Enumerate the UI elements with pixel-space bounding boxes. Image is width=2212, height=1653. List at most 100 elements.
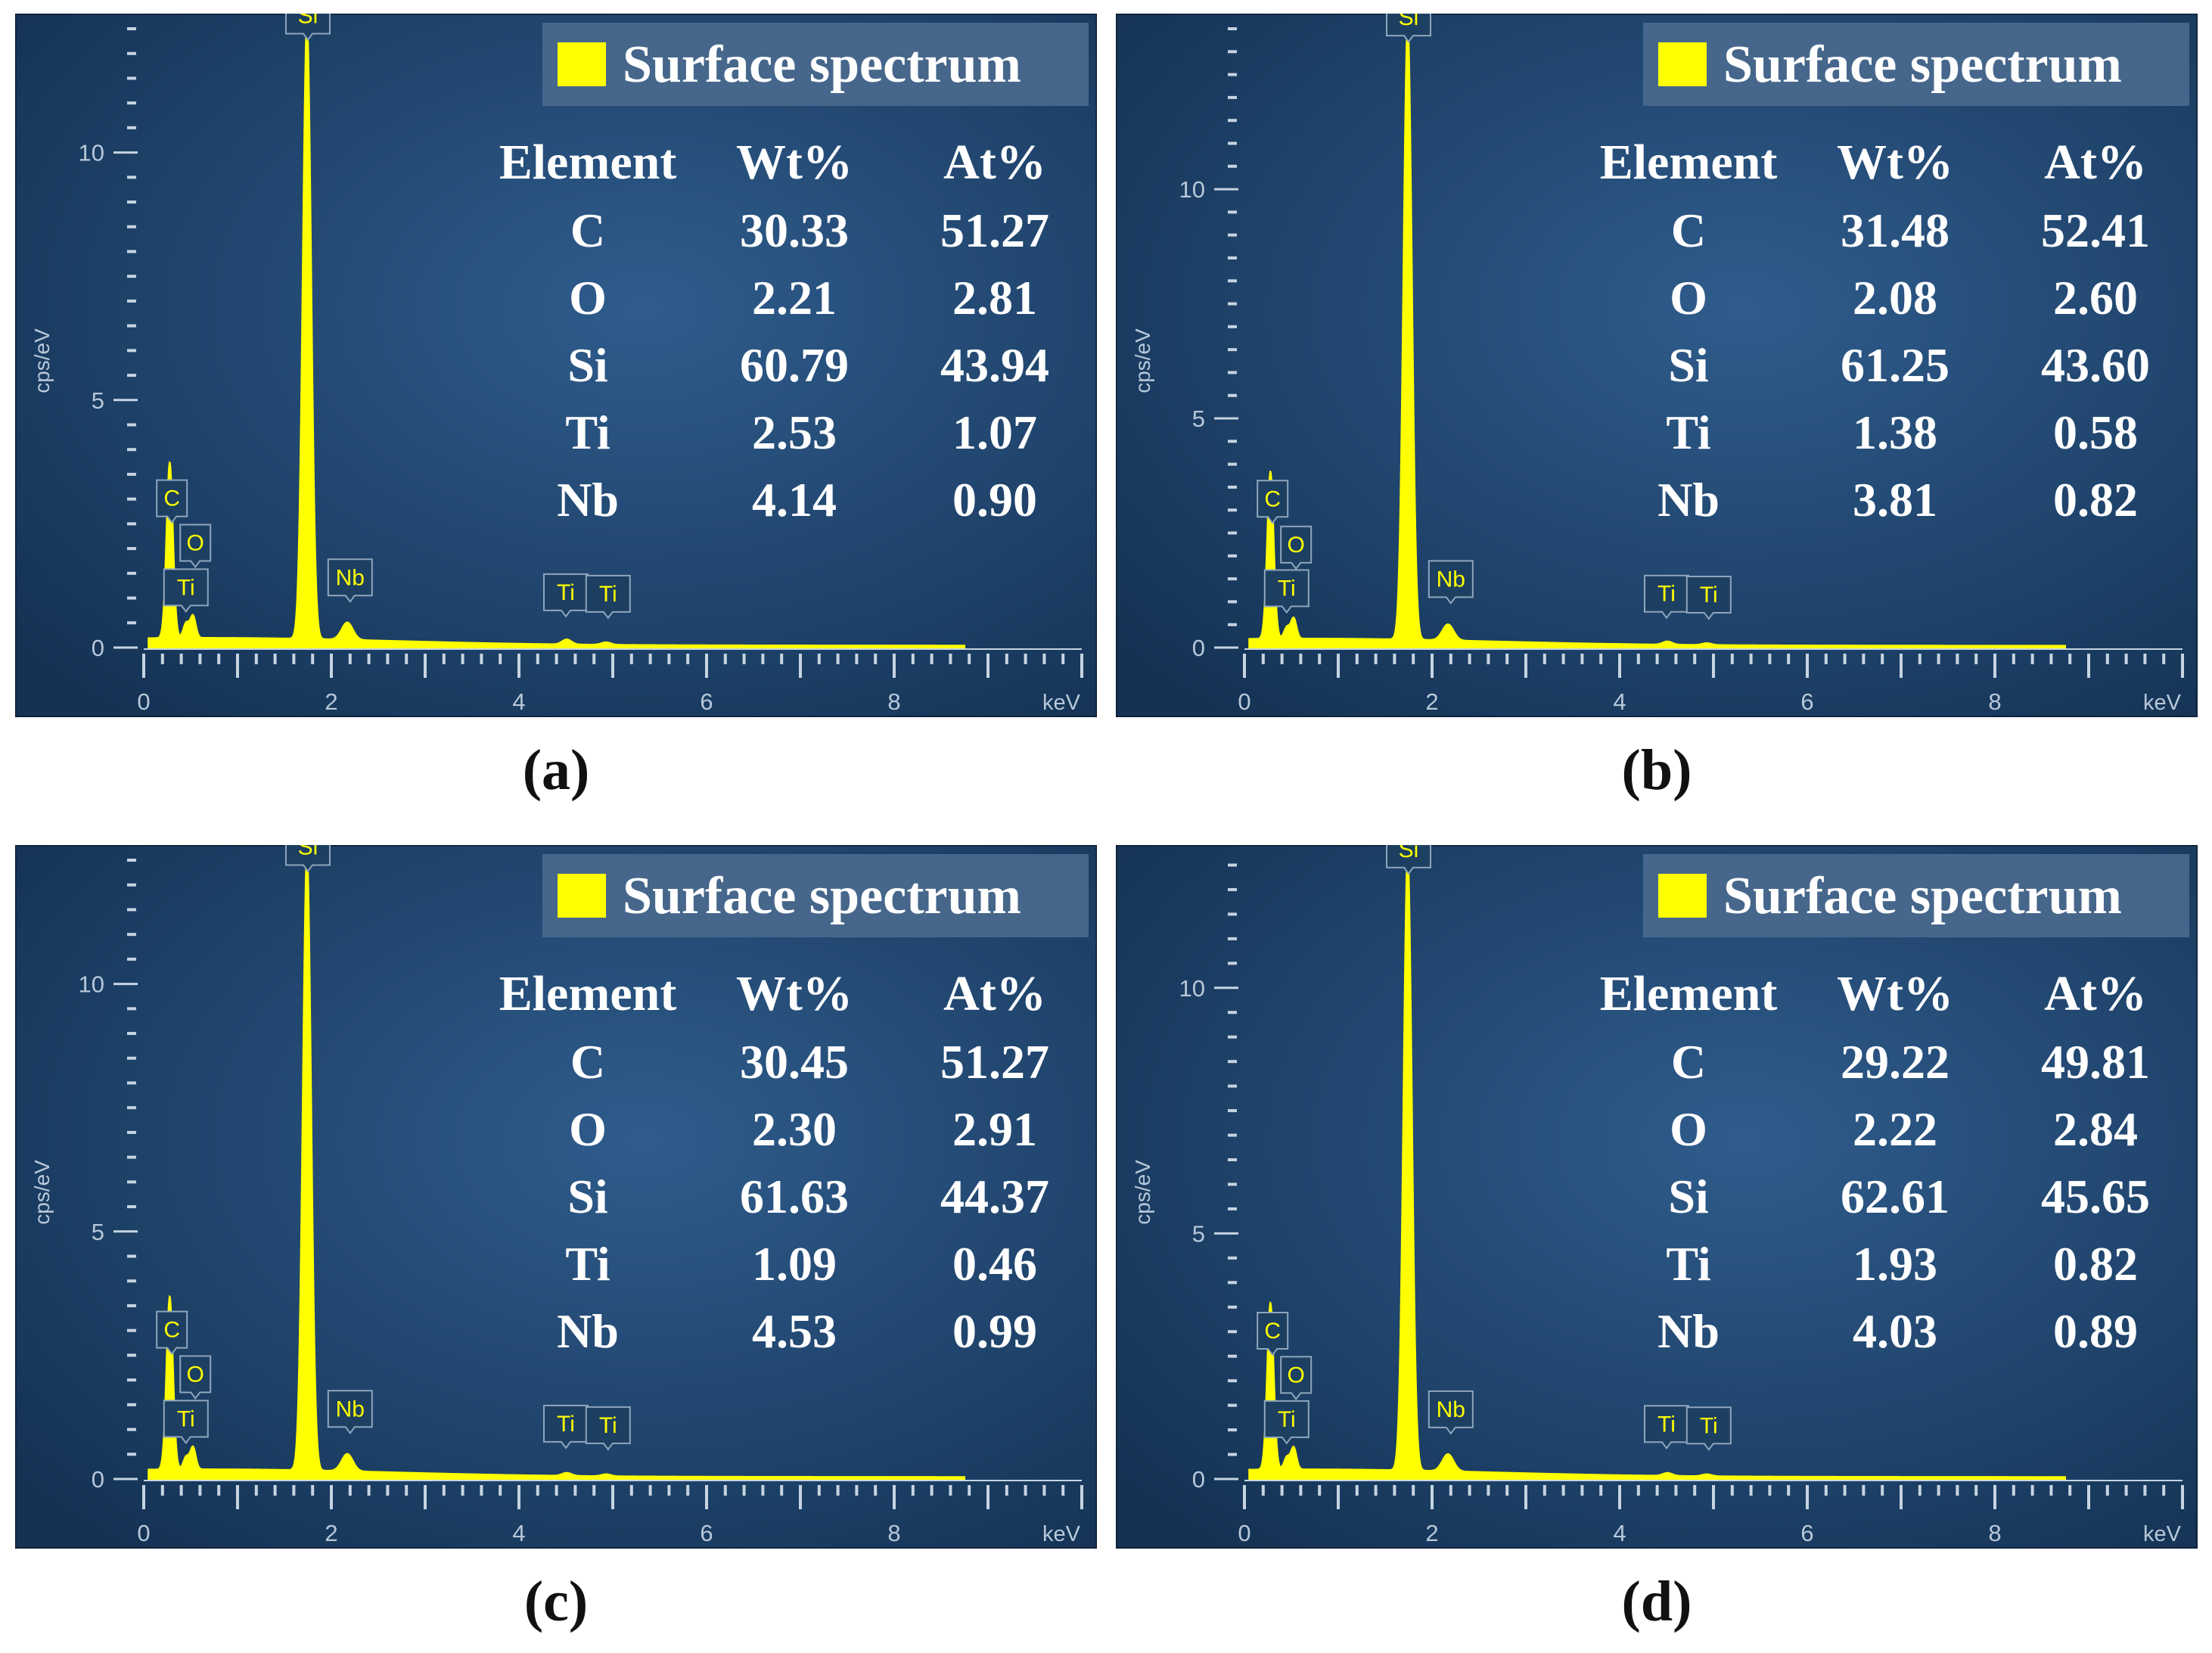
table-element-cell: Si	[567, 1170, 607, 1223]
table-value-cell: 0.90	[952, 473, 1037, 527]
table-value-cell: 60.79	[740, 338, 849, 392]
x-tick-label: 2	[1425, 1520, 1438, 1546]
peak-tag-label: Nb	[1437, 1397, 1465, 1422]
table-value-cell: 30.33	[740, 204, 849, 257]
peak-tag-box	[1257, 480, 1289, 524]
table-value-cell: 51.27	[940, 1035, 1049, 1089]
table-value-cell: 0.82	[2053, 1237, 2138, 1291]
y-axis-label: cps/eV	[30, 1160, 54, 1225]
peak-tag-label: Si	[298, 14, 318, 29]
x-tick-label: 0	[137, 1520, 150, 1546]
table-element-cell: C	[570, 204, 605, 257]
peak-tag-box	[163, 1400, 209, 1445]
peak-tag-label: Ti	[1278, 576, 1296, 601]
peak-tag-box	[327, 558, 373, 603]
table-header: Element	[1600, 135, 1778, 190]
peak-tag-box	[179, 524, 212, 569]
legend-box	[542, 23, 1089, 106]
table-value-cell: 44.37	[940, 1170, 1049, 1223]
table-value-cell: 43.94	[940, 338, 1049, 392]
y-tick-label: 5	[92, 1219, 104, 1245]
x-tick-label: 8	[1988, 1520, 2001, 1546]
spectrum-series	[148, 859, 965, 1480]
table-value-cell: 1.09	[752, 1237, 837, 1291]
peak-tag-label: C	[163, 1318, 180, 1343]
y-tick-label: 5	[1192, 1220, 1205, 1247]
x-tick-label: 0	[1238, 1520, 1250, 1546]
y-tick-label: 10	[1179, 975, 1205, 1002]
table-value-cell: 62.61	[1841, 1170, 1949, 1223]
x-tick-label: 2	[1425, 688, 1438, 715]
legend-box	[542, 854, 1089, 937]
peak-tag-box	[1685, 575, 1732, 620]
y-axis-label: cps/eV	[1131, 1160, 1154, 1225]
peak-tag-label: O	[187, 1362, 204, 1387]
table-header: Wt%	[736, 135, 853, 190]
peak-tag-label: Ti	[1700, 1413, 1718, 1438]
table-value-cell: 0.82	[2053, 473, 2138, 527]
peak-tag-label: Nb	[336, 565, 365, 590]
x-tick-label: 6	[700, 1520, 713, 1546]
table-value-cell: 45.65	[2041, 1170, 2150, 1223]
table-value-cell: 1.07	[952, 405, 1037, 459]
peak-tag-label: Nb	[1437, 567, 1465, 592]
peak-tag-label: O	[187, 530, 204, 555]
x-tick-label: 4	[1613, 688, 1626, 715]
spectrum-panel-a: 0 5 10 cps/eV 0 2 4 6 8 keV C O Ti Si Nb Ti Ti Surface sp…	[15, 14, 1097, 717]
x-axis-label: keV	[2143, 1522, 2182, 1546]
y-tick-label: 5	[92, 387, 104, 414]
peak-tag-label: O	[1288, 1362, 1305, 1387]
peak-tag-label: Ti	[1657, 582, 1676, 607]
table-element-cell: Si	[1668, 338, 1708, 392]
legend-label: Surface spectrum	[1723, 867, 2122, 925]
peak-tag-box	[156, 479, 188, 524]
peak-tag-label: C	[1264, 1319, 1281, 1344]
table-header: Element	[1600, 966, 1778, 1021]
y-tick-label: 0	[92, 1466, 104, 1493]
table-value-cell: 52.41	[2041, 204, 2150, 257]
table-header: At%	[2044, 135, 2147, 190]
x-tick-label: 4	[512, 688, 525, 715]
table-value-cell: 4.53	[752, 1304, 837, 1358]
table-element-cell: C	[1671, 1035, 1706, 1089]
peak-tag-box	[585, 574, 631, 620]
peak-tag-label: O	[1288, 533, 1305, 558]
table-value-cell: 31.48	[1841, 204, 1949, 257]
peak-tag-label: Ti	[557, 1412, 575, 1437]
table-value-cell: 61.25	[1841, 338, 1949, 392]
table-value-cell: 2.22	[1853, 1102, 1937, 1156]
table-element-cell: O	[1670, 1102, 1707, 1156]
peak-tag-label: Si	[298, 845, 318, 860]
table-value-cell: 43.60	[2041, 338, 2150, 392]
y-tick-label: 5	[1192, 405, 1205, 432]
x-axis-label: keV	[2143, 691, 2182, 715]
peak-tag-label: Ti	[177, 575, 195, 600]
table-element-cell: Nb	[1657, 473, 1720, 527]
peak-tag-box	[1263, 569, 1309, 614]
table-value-cell: 4.03	[1853, 1304, 1937, 1358]
x-axis-label: keV	[1042, 691, 1081, 715]
x-tick-label: 2	[325, 688, 337, 715]
table-value-cell: 30.45	[740, 1035, 849, 1089]
table-element-cell: O	[569, 1102, 607, 1156]
y-axis-label: cps/eV	[30, 328, 54, 393]
peak-tag-box	[327, 1390, 373, 1434]
peak-tag-box	[1280, 1356, 1313, 1401]
table-element-cell: O	[1670, 271, 1707, 325]
table-header: Wt%	[736, 966, 853, 1021]
x-tick-label: 2	[325, 1520, 337, 1546]
x-tick-label: 8	[887, 1520, 900, 1546]
table-value-cell: 2.08	[1853, 271, 1937, 325]
chart-background	[1116, 845, 2198, 1549]
legend-swatch	[558, 874, 606, 918]
table-element-cell: Nb	[557, 1304, 619, 1358]
x-tick-label: 8	[1988, 688, 2001, 715]
peak-tag-box	[1685, 1406, 1732, 1451]
peak-tag-box	[1280, 525, 1313, 570]
peak-tag-label: Ti	[1700, 583, 1718, 607]
legend-label: Surface spectrum	[1723, 36, 2122, 94]
legend-label: Surface spectrum	[623, 867, 1021, 925]
peak-tag-box	[285, 845, 331, 873]
peak-tag-box	[1257, 1311, 1289, 1356]
